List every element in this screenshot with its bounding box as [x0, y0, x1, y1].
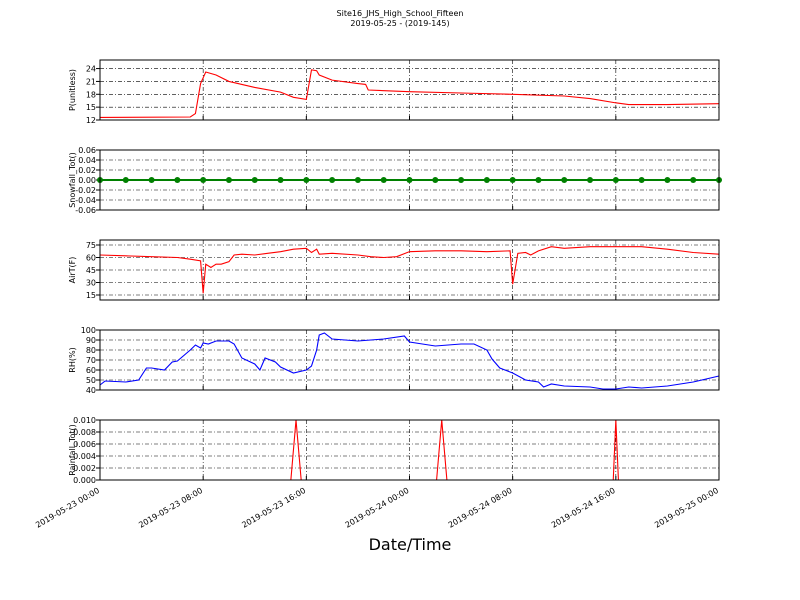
x-tick-label: 2019-05-23 16:00: [240, 486, 307, 530]
y-tick-label: 45: [86, 266, 96, 275]
y-tick-label: 15: [86, 103, 96, 112]
series-line: [99, 246, 720, 294]
y-tick-label: 18: [86, 90, 96, 99]
marker: [432, 177, 439, 183]
marker: [122, 177, 129, 183]
marker: [535, 177, 542, 183]
chart-subtitle: 2019-05-25 - (2019-145): [350, 19, 449, 28]
marker: [174, 177, 181, 183]
plot-frame: [99, 329, 720, 391]
marker: [561, 177, 568, 183]
marker: [406, 177, 413, 183]
y-tick-label: 12: [86, 116, 96, 125]
x-tick-label: 2019-05-25 00:00: [653, 486, 720, 530]
marker: [277, 177, 284, 183]
y-tick-label: -0.06: [75, 206, 96, 215]
y-tick-label: 0.006: [73, 440, 96, 449]
marker: [458, 177, 465, 183]
marker: [664, 177, 671, 183]
marker: [303, 177, 310, 183]
marker: [380, 177, 387, 183]
y-axis-label: Snowfall_Tot(): [68, 152, 77, 208]
y-tick-label: 0.06: [78, 146, 96, 155]
marker: [587, 177, 594, 183]
y-tick-label: 70: [86, 356, 96, 365]
series-line: [99, 69, 720, 118]
marker: [200, 177, 207, 183]
marker: [329, 177, 336, 183]
marker: [690, 177, 697, 183]
y-tick-label: 24: [86, 65, 96, 74]
y-tick-label: 40: [86, 386, 96, 395]
y-tick-label: 0.04: [78, 156, 96, 165]
x-tick-label: 2019-05-24 08:00: [447, 486, 514, 530]
y-tick-label: 0.010: [73, 416, 96, 425]
marker: [509, 177, 516, 183]
x-tick-label: 2019-05-24 16:00: [550, 486, 617, 530]
y-tick-label: 15: [86, 291, 96, 300]
y-axis-label: P(unitless): [68, 69, 77, 111]
y-tick-label: 0.004: [73, 452, 96, 461]
y-tick-label: 50: [86, 376, 96, 385]
plot-frame: [99, 149, 720, 211]
y-tick-label: 0.00: [78, 176, 96, 185]
x-tick-label: 2019-05-23 08:00: [137, 486, 204, 530]
marker: [638, 177, 645, 183]
x-axis-label: Date/Time: [369, 535, 452, 554]
y-tick-label: 21: [86, 77, 96, 86]
marker: [354, 177, 361, 183]
y-tick-label: 0.002: [73, 464, 96, 473]
x-tick-label: 2019-05-23 00:00: [34, 486, 101, 530]
y-axis-label: AirT(F): [68, 257, 77, 284]
marker: [612, 177, 619, 183]
y-tick-label: 30: [86, 279, 96, 288]
plot-frame: [99, 59, 720, 121]
y-tick-label: 80: [86, 346, 96, 355]
y-tick-label: 90: [86, 336, 96, 345]
marker: [483, 177, 490, 183]
y-tick-label: 60: [86, 254, 96, 263]
marker: [251, 177, 258, 183]
y-tick-label: 0.000: [73, 476, 96, 485]
y-tick-label: 0.02: [78, 166, 96, 175]
y-axis-label: RH(%): [68, 347, 77, 372]
chart-title: Site16_JHS_High_School_Fifteen: [337, 9, 464, 18]
y-tick-label: 75: [86, 241, 96, 250]
y-tick-label: 100: [81, 326, 96, 335]
marker: [225, 177, 232, 183]
marker: [148, 177, 155, 183]
series-line: [99, 332, 720, 390]
x-tick-label: 2019-05-24 00:00: [344, 486, 411, 530]
y-tick-label: 60: [86, 366, 96, 375]
plot-frame: [99, 419, 720, 481]
y-tick-label: -0.04: [75, 196, 96, 205]
y-tick-label: -0.02: [75, 186, 96, 195]
y-axis-label: Rainfall_Tot(): [68, 424, 77, 476]
y-tick-label: 0.008: [73, 428, 96, 437]
plot-frame: [99, 239, 720, 301]
